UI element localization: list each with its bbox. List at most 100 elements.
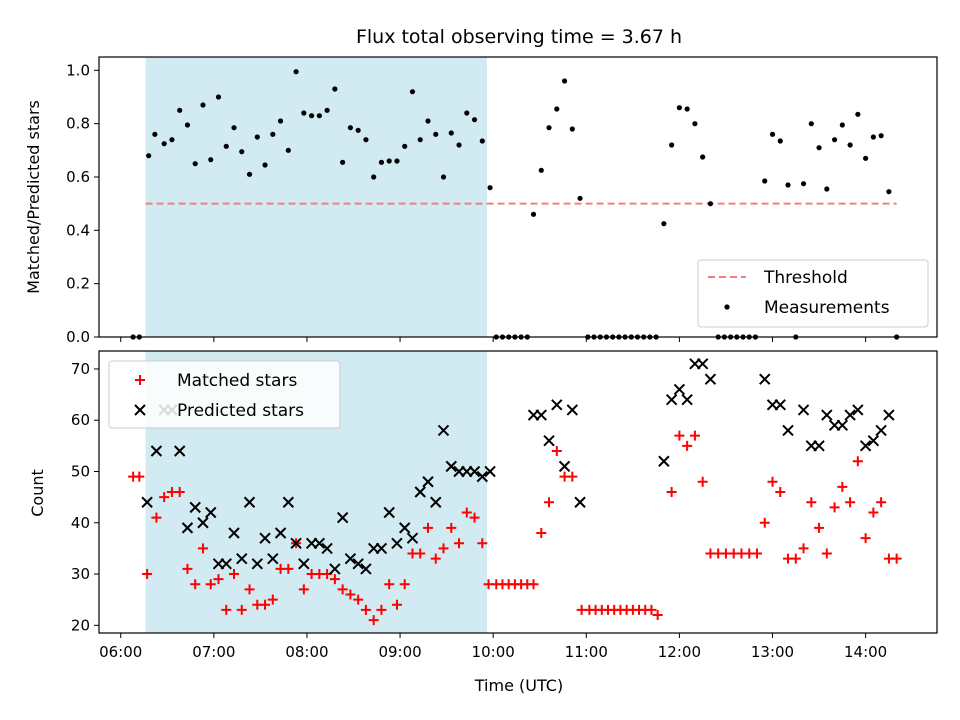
matched-stars-point bbox=[159, 492, 170, 503]
predicted-stars-point bbox=[859, 440, 872, 452]
top-y-tick-label: 1.0 bbox=[66, 61, 90, 79]
matched-stars-point bbox=[430, 553, 441, 564]
x-tick-label: 08:00 bbox=[285, 643, 328, 661]
measurement-point bbox=[816, 145, 822, 151]
predicted-stars-point bbox=[673, 383, 686, 396]
measurement-point bbox=[762, 178, 768, 184]
measurement-point bbox=[301, 110, 307, 116]
matched-stars-point bbox=[376, 604, 387, 615]
matched-stars-point bbox=[829, 502, 840, 513]
bottom-plot-axes: 20 30 40 50 60 70 06:00 07:00 08:00 09:00 10:00 11:… bbox=[71, 350, 938, 661]
legend-predicted-swatch bbox=[134, 404, 146, 416]
measurement-point bbox=[355, 127, 361, 133]
matched-stars-point bbox=[205, 579, 216, 590]
measurement-point bbox=[855, 111, 861, 117]
measurement-point bbox=[669, 142, 675, 148]
measurement-point bbox=[309, 113, 315, 119]
measurement-point bbox=[184, 122, 191, 128]
measurement-point bbox=[402, 143, 408, 149]
measurement-point bbox=[324, 107, 330, 113]
predicted-stars-point bbox=[220, 558, 232, 570]
legend-matched-label: Matched stars bbox=[177, 371, 297, 391]
measurement-point bbox=[223, 143, 229, 149]
matched-stars-point bbox=[814, 522, 825, 533]
top-frame bbox=[98, 56, 938, 338]
measurement-point bbox=[277, 118, 284, 124]
predicted-stars-point bbox=[150, 445, 163, 457]
predicted-stars-point bbox=[189, 501, 201, 514]
measurement-point bbox=[363, 137, 369, 143]
measurement-point bbox=[847, 142, 853, 148]
measurement-point bbox=[577, 195, 583, 201]
measurement-point bbox=[487, 185, 493, 191]
predicted-stars-point bbox=[696, 358, 709, 370]
measurement-point bbox=[285, 147, 291, 153]
matched-stars-point bbox=[544, 497, 555, 508]
matched-stars-point bbox=[446, 522, 457, 533]
predicted-stars-point bbox=[658, 455, 670, 467]
measurement-point bbox=[569, 126, 575, 132]
bottom-y-axis-label: Count bbox=[28, 469, 47, 517]
predicted-stars-point bbox=[852, 404, 864, 416]
predicted-stars-point bbox=[344, 552, 357, 565]
top-highlight-span bbox=[145, 57, 487, 337]
predicted-stars-point bbox=[375, 542, 388, 555]
matched-stars-point bbox=[151, 512, 162, 523]
predicted-stars-point bbox=[844, 409, 856, 421]
matched-stars-point bbox=[891, 553, 902, 564]
matched-stars-point bbox=[134, 471, 145, 482]
matched-stars-point bbox=[461, 507, 472, 518]
predicted-stars-point bbox=[681, 394, 693, 406]
measurement-point bbox=[886, 189, 892, 195]
measurement-point bbox=[152, 131, 158, 137]
bottom-y-tick-label: 30 bbox=[71, 565, 90, 583]
x-axis-label: Time (UTC) bbox=[474, 676, 563, 695]
matched-stars-point bbox=[399, 579, 410, 590]
measurement-point bbox=[870, 134, 876, 140]
x-tick-label: 09:00 bbox=[378, 643, 421, 661]
top-y-axis-label: Matched/Predicted stars bbox=[24, 100, 43, 294]
predicted-stars-point bbox=[535, 409, 547, 421]
measurement-point bbox=[808, 121, 814, 127]
predicted-stars-point bbox=[173, 445, 186, 457]
matched-stars-point bbox=[567, 471, 578, 482]
measurement-point bbox=[239, 149, 245, 155]
legend-measurements-label: Measurements bbox=[764, 298, 890, 318]
predicted-stars-point bbox=[141, 496, 153, 508]
predicted-stars-point bbox=[665, 394, 678, 406]
predicted-stars-point bbox=[290, 537, 302, 549]
measurement-point bbox=[371, 174, 377, 180]
measurement-point bbox=[270, 131, 276, 137]
matched-stars-point bbox=[221, 604, 232, 615]
measurement-point bbox=[177, 107, 183, 113]
predicted-stars-point bbox=[352, 558, 364, 570]
matched-stars-point bbox=[852, 456, 863, 467]
measurement-point bbox=[409, 89, 416, 95]
measurement-point bbox=[378, 159, 385, 165]
measurement-point bbox=[456, 142, 462, 148]
matched-stars-point bbox=[345, 589, 356, 600]
measurement-point bbox=[530, 211, 537, 217]
matched-stars-point bbox=[422, 522, 433, 533]
predicted-stars-point bbox=[406, 532, 419, 544]
predicted-stars-point bbox=[759, 373, 771, 385]
measurement-point bbox=[676, 105, 682, 111]
x-tick-label: 11:00 bbox=[565, 643, 608, 661]
matched-stars-point bbox=[798, 543, 809, 554]
matched-stars-point bbox=[845, 497, 856, 508]
x-tick-label: 07:00 bbox=[192, 643, 235, 661]
legend-measurements-swatch bbox=[724, 304, 730, 310]
predicted-stars-point bbox=[543, 435, 555, 447]
matched-stars-point bbox=[454, 538, 465, 549]
measurement-point bbox=[231, 125, 237, 131]
predicted-stars-point bbox=[430, 496, 442, 508]
matched-stars-point bbox=[751, 548, 762, 559]
matched-stars-point bbox=[860, 533, 871, 544]
matched-stars-point bbox=[190, 579, 201, 590]
matched-stars-point bbox=[759, 517, 770, 528]
matched-stars-point bbox=[790, 553, 801, 564]
top-legend-box bbox=[697, 259, 929, 328]
matched-stars-point bbox=[821, 548, 832, 559]
matched-stars-point bbox=[260, 599, 271, 610]
bottom-legend: Matched stars Predicted stars bbox=[108, 360, 341, 429]
